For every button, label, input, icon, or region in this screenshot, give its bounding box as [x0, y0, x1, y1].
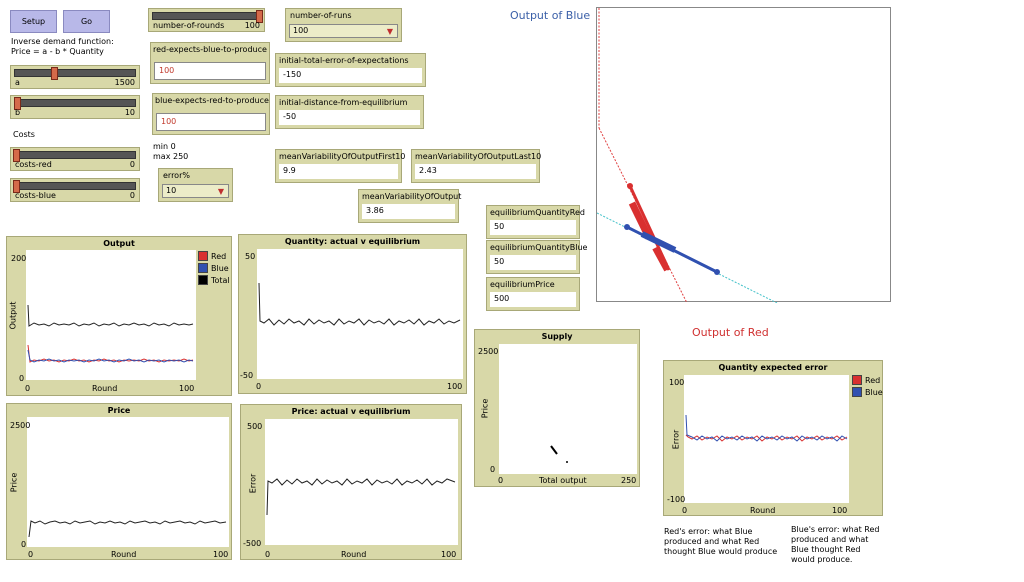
- blue-error-series: [685, 414, 848, 442]
- eq-quantity-blue-monitor: equilibriumQuantityBlue 50: [486, 240, 587, 274]
- var-output-monitor: meanVariabilityOfOutput 3.86: [358, 189, 461, 223]
- error-range-note: min 0 max 250: [153, 142, 189, 161]
- red-series: [27, 344, 194, 363]
- quantity-line: [258, 282, 461, 326]
- slider-knob[interactable]: [13, 180, 20, 193]
- output-lines: [27, 304, 194, 363]
- var-first10-monitor: meanVariabilityOfOutputFirst10 9.9: [275, 149, 405, 183]
- supply-plot: Supply 2500 0 0 250 Total output Price: [474, 329, 640, 487]
- blue-output-thick: [640, 231, 677, 253]
- output-of-red-label: Output of Red: [692, 326, 769, 339]
- slider-value: 1500: [114, 78, 135, 87]
- qerror-lines: [685, 414, 848, 442]
- slider-knob[interactable]: [51, 67, 58, 80]
- input-field[interactable]: 100: [156, 113, 266, 131]
- qerror-legend: Red Blue: [852, 374, 883, 398]
- eq-price-monitor: equilibriumPrice 500: [486, 277, 580, 311]
- blue-start-point: [624, 224, 630, 230]
- slider-value: 100: [244, 21, 260, 30]
- initial-total-error-monitor: initial-total-error-of-expectations -150: [275, 53, 426, 87]
- supply-cluster: [550, 445, 558, 455]
- output-plot: Output 200 0 0 100 Round Output Red Blue…: [6, 236, 232, 396]
- slider-label: number-of-rounds: [153, 21, 225, 30]
- red-start-point: [627, 183, 633, 189]
- plot-area: [499, 344, 637, 474]
- costs-red-slider[interactable]: costs-red 0: [10, 147, 140, 171]
- input-label: blue-expects-red-to-produce: [155, 96, 269, 105]
- a-slider[interactable]: a 1500: [10, 65, 140, 89]
- plot-area: [265, 419, 458, 545]
- quantity-error-plot: Quantity expected error 100 -100 0 100 R…: [663, 360, 883, 516]
- setup-button[interactable]: Setup: [10, 10, 57, 33]
- supply-point: [566, 461, 568, 463]
- legend-swatch-blue: [852, 387, 862, 397]
- slider-value: 0: [129, 160, 135, 169]
- red-output-thick: [628, 201, 653, 240]
- slider-label: b: [15, 108, 21, 117]
- chooser-field[interactable]: 100 ▼: [289, 24, 398, 38]
- error-chooser[interactable]: error% 10 ▼: [158, 168, 233, 202]
- legend-swatch-blue: [198, 263, 208, 273]
- dropdown-arrow-icon: ▼: [217, 187, 224, 196]
- quantity-series: [258, 282, 461, 326]
- demand-note: Inverse demand function: Price = a - b *…: [11, 37, 114, 56]
- plot-area: [684, 375, 849, 503]
- slider-label: costs-red: [15, 160, 52, 169]
- red-reaction-dashed: [598, 127, 688, 303]
- supply-points: [550, 445, 568, 463]
- legend-swatch-total: [198, 275, 208, 285]
- price-series: [28, 520, 227, 538]
- plot-area: [26, 250, 196, 380]
- initial-distance-monitor: initial-distance-from-equilibrium -50: [275, 95, 424, 129]
- price-eq-series: [266, 478, 456, 516]
- slider-value: 10: [124, 108, 135, 117]
- price-plot: Price 2500 0 0 100 Round Price: [6, 403, 232, 560]
- go-button[interactable]: Go: [63, 10, 110, 33]
- chooser-field[interactable]: 10 ▼: [162, 184, 229, 198]
- chooser-label: number-of-runs: [290, 11, 352, 20]
- dropdown-arrow-icon: ▼: [386, 27, 393, 36]
- legend-swatch-red: [198, 251, 208, 261]
- slider-value: 0: [129, 191, 135, 200]
- red-error-note: Red's error: what Blue produced and what…: [664, 527, 778, 556]
- blue-end-point: [714, 269, 720, 275]
- plot-area: [257, 249, 463, 379]
- blue-series: [27, 349, 194, 363]
- total-series: [27, 304, 194, 327]
- price-eq-plot: Price: actual v equilibrium 500 -500 0 1…: [240, 404, 462, 560]
- blue-error-note: Blue's error: what Red produced and what…: [791, 525, 880, 564]
- red-expects-input[interactable]: red-expects-blue-to-produce 100: [150, 42, 270, 84]
- slider-knob[interactable]: [13, 149, 20, 162]
- plot-area: [27, 417, 229, 547]
- input-field[interactable]: 100: [154, 62, 266, 80]
- eq-quantity-red-monitor: equilibriumQuantityRed 50: [486, 205, 585, 239]
- slider-knob[interactable]: [14, 97, 21, 110]
- number-of-runs-chooser[interactable]: number-of-runs 100 ▼: [285, 8, 402, 42]
- slider-label: a: [15, 78, 20, 87]
- view-drawing: [597, 8, 778, 303]
- slider-label: costs-blue: [15, 191, 56, 200]
- price-line: [28, 520, 227, 538]
- b-slider[interactable]: b 10: [10, 95, 140, 119]
- quantity-plot: Quantity: actual v equilibrium 50 -50 0 …: [238, 234, 467, 394]
- var-last10-monitor: meanVariabilityOfOutputLast10 2.43: [411, 149, 541, 183]
- costs-note: Costs: [13, 130, 35, 139]
- slider-knob[interactable]: [256, 10, 263, 23]
- input-label: red-expects-blue-to-produce: [153, 45, 267, 54]
- red-output-thick2: [652, 246, 670, 272]
- price-eq-line: [266, 478, 456, 516]
- chooser-label: error%: [163, 171, 190, 180]
- number-of-rounds-slider[interactable]: number-of-rounds 100: [148, 8, 265, 32]
- blue-expects-input[interactable]: blue-expects-red-to-produce 100: [152, 93, 270, 135]
- legend-swatch-red: [852, 375, 862, 385]
- costs-blue-slider[interactable]: costs-blue 0: [10, 178, 140, 202]
- output-legend: Red Blue Total: [198, 250, 230, 286]
- output-of-blue-label: Output of Blue: [510, 9, 591, 22]
- world-view[interactable]: [596, 7, 891, 303]
